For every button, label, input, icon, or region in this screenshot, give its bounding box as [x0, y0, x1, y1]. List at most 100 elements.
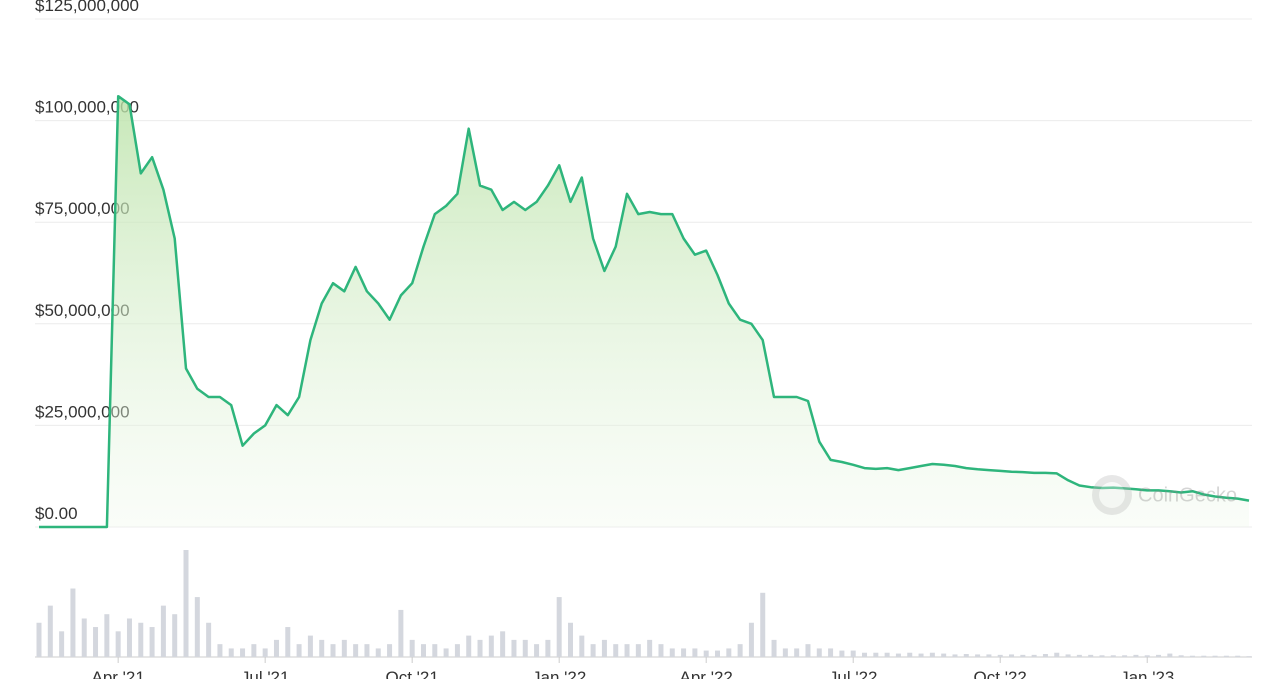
volume-bar [273, 639, 279, 657]
volume-bar [816, 648, 822, 657]
watermark-logo-inner [1099, 482, 1125, 508]
volume-bar [330, 644, 336, 657]
volume-bar [149, 627, 155, 657]
watermark: CoinGecko [1092, 475, 1237, 515]
volume-bar [613, 644, 619, 657]
y-tick-label: $25,000,000 [35, 402, 130, 421]
volume-bar [104, 614, 110, 657]
volume-bar [488, 635, 494, 657]
volume-bar [217, 644, 223, 657]
watermark-text: CoinGecko [1138, 484, 1237, 506]
volume-bar [624, 644, 630, 657]
volume-bar [975, 654, 981, 657]
volume-bar [126, 618, 132, 657]
volume-bar [47, 605, 53, 657]
volume-bar [726, 648, 732, 657]
volume-bar [805, 644, 811, 657]
volume-bar [1076, 654, 1082, 657]
volume-bar [601, 639, 607, 657]
volume-bar [398, 609, 404, 657]
volume-bar [285, 627, 291, 657]
volume-bar [36, 622, 42, 657]
grid: $0.00 $25,000,000 $50,000,000 $75,000,000 $1… [35, 0, 1252, 679]
volume-bar [828, 648, 834, 657]
volume-bar [884, 652, 890, 657]
volume-bar [70, 588, 76, 657]
volume-bar [941, 653, 947, 657]
volume-bar [669, 648, 675, 657]
volume-bar [1178, 655, 1184, 657]
volume-bar [1201, 655, 1207, 657]
watermark-logo [1092, 475, 1132, 515]
volume-bar [1223, 655, 1229, 657]
volume-bar [1054, 652, 1060, 657]
volume-bar [748, 622, 754, 657]
area [39, 96, 1249, 527]
volume-bar [1110, 655, 1116, 657]
volume-bar [1009, 654, 1015, 657]
volume-bar [1122, 655, 1128, 657]
volume-bar [1133, 654, 1139, 657]
volume-bar [997, 654, 1003, 657]
volume-bar [737, 644, 743, 657]
volume-bar [1235, 655, 1241, 657]
x-tick-label: Jul '21 [241, 668, 290, 679]
volume-bar [1099, 655, 1105, 657]
volume-bar [454, 644, 460, 657]
volume-bar [895, 653, 901, 657]
plot [36, 94, 1252, 657]
volume-bar [375, 648, 381, 657]
volume-bar [1031, 654, 1037, 657]
volume-bar [319, 639, 325, 657]
volume-bar [251, 644, 257, 657]
volume-bar [409, 639, 415, 657]
volume-bar [194, 597, 200, 657]
volume-bar [296, 644, 302, 657]
x-tick-label: Oct '22 [974, 668, 1027, 679]
x-tick-label: Apr '21 [91, 668, 144, 679]
y-tick-label: $0.00 [35, 504, 78, 523]
volume-bar [59, 631, 65, 657]
volume-bar [206, 622, 212, 657]
volume-bar [1212, 655, 1218, 657]
volume-bar [545, 639, 551, 657]
volume-bar [760, 592, 766, 657]
volume-bar [986, 654, 992, 657]
volume-bar [228, 648, 234, 657]
volume-bar [681, 648, 687, 657]
volume-bar [1065, 654, 1071, 657]
volume-bar [93, 627, 99, 657]
volume-bar [522, 639, 528, 657]
volume-bar [387, 644, 393, 657]
x-tick-label: Jan '23 [1120, 668, 1174, 679]
volume-bar [1088, 654, 1094, 657]
volume-bar [929, 652, 935, 657]
volume-bar [1167, 653, 1173, 657]
x-tick-label: Jul '22 [829, 668, 878, 679]
volume-bar [534, 644, 540, 657]
volume-bar [692, 648, 698, 657]
volume-bar [579, 635, 585, 657]
volume-bar [172, 614, 178, 657]
volume-bar [466, 635, 472, 657]
volume-bar [115, 631, 121, 657]
volume-bar [839, 650, 845, 657]
volume-bar [567, 622, 573, 657]
volume-bar [341, 639, 347, 657]
x-tick-label: Jan '22 [532, 668, 586, 679]
volume-bar [1144, 655, 1150, 657]
volume-bar [500, 631, 506, 657]
volume-bar [850, 650, 856, 657]
volume-bar [420, 644, 426, 657]
volume-bar [703, 650, 709, 657]
volume-bar [1020, 654, 1026, 657]
volume-bar [307, 635, 313, 657]
volume-bar [658, 644, 664, 657]
volume-bar [1189, 655, 1195, 657]
volume-bar [963, 654, 969, 657]
volume-bar [862, 652, 868, 657]
volume-bar [240, 648, 246, 657]
volume-bar [364, 644, 370, 657]
